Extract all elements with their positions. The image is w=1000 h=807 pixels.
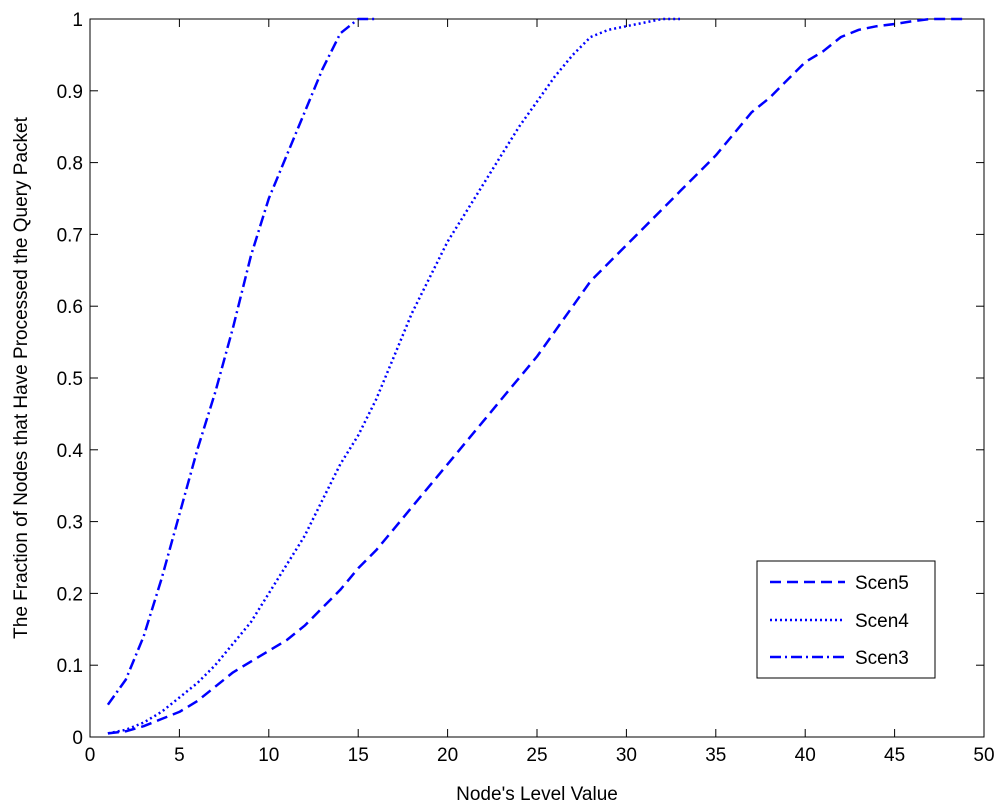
y-tick-label: 0.4: [57, 441, 84, 462]
series-line-scen3: [106, 17, 377, 706]
x-tick-label: 10: [258, 745, 279, 766]
y-tick-label: 0.1: [57, 656, 83, 677]
series-layer: [106, 17, 967, 735]
legend-label-scen5: Scen5: [855, 573, 909, 594]
x-axis-label: Node's Level Value: [456, 784, 618, 805]
y-tick-label: 0.2: [57, 584, 83, 605]
y-tick-label: 0.5: [57, 369, 83, 390]
x-tick-label: 15: [348, 745, 369, 766]
series-line-scen5: [107, 17, 967, 735]
y-axis-label: The Fraction of Nodes that Have Processe…: [11, 116, 32, 638]
series-line-scen4: [107, 17, 680, 735]
y-tick-label: 0.6: [57, 297, 83, 318]
y-tick-label: 0: [72, 728, 83, 749]
y-tick-label: 0.7: [57, 225, 83, 246]
legend-label-scen3: Scen3: [855, 648, 909, 669]
x-tick-label: 0: [85, 745, 96, 766]
x-tick-label: 50: [973, 745, 994, 766]
x-tick-label: 35: [705, 745, 726, 766]
y-tick-label: 0.8: [57, 154, 83, 175]
x-tick-label: 5: [174, 745, 185, 766]
legend: Scen5 Scen4 Scen3: [756, 560, 936, 679]
x-tick-label: 45: [884, 745, 905, 766]
y-tick-label: 1: [72, 10, 83, 31]
x-tick-label: 25: [526, 745, 547, 766]
y-tick-label: 0.3: [57, 513, 83, 534]
tick-layer: 0 5 10 15 20 25 30 35 40 45 50 0 0.1 0.2 0.3 0.4 0.5 0.6 0…: [57, 10, 995, 766]
x-tick-label: 40: [795, 745, 816, 766]
y-tick-label: 0.9: [57, 82, 83, 103]
legend-label-scen4: Scen4: [855, 611, 909, 632]
x-tick-label: 20: [437, 745, 458, 766]
x-tick-label: 30: [616, 745, 637, 766]
